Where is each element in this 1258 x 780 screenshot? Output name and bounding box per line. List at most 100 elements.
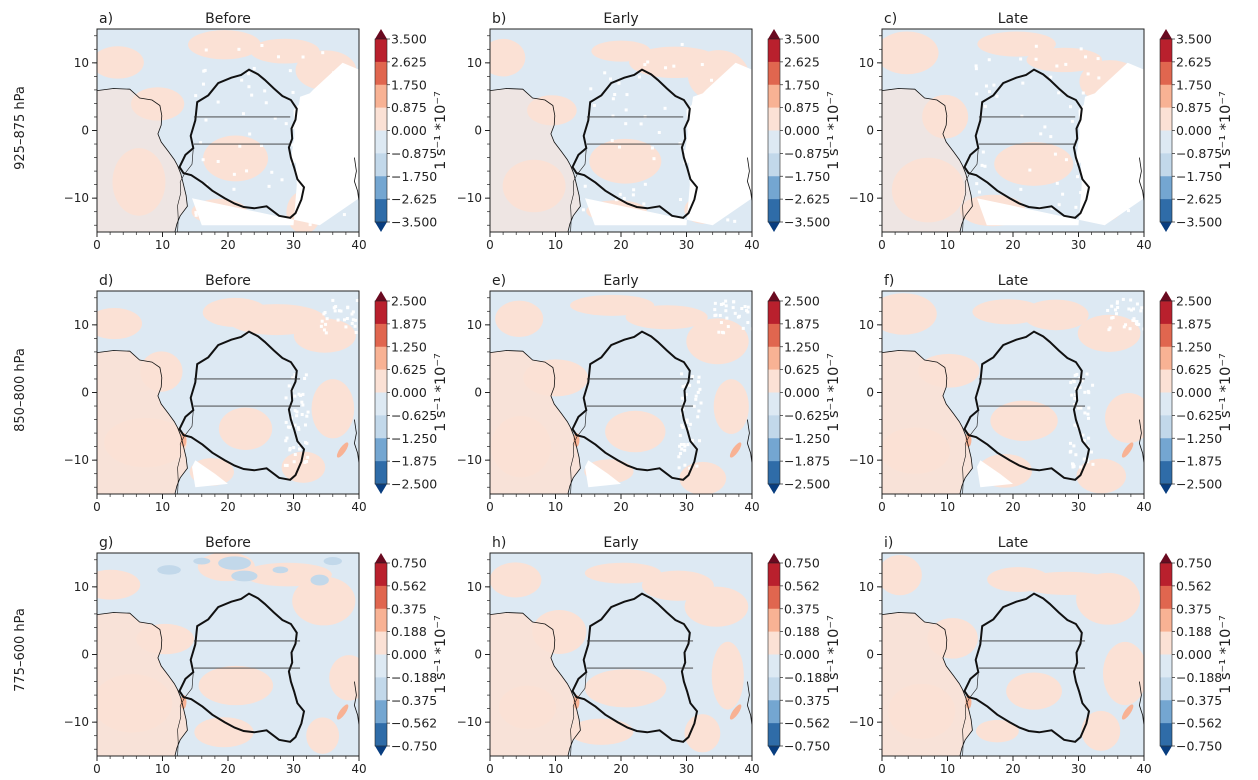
country-border	[962, 672, 979, 756]
masked-cell	[333, 309, 337, 313]
masked-cell	[719, 321, 723, 325]
masked-cell	[688, 422, 692, 426]
masked-cell	[617, 81, 621, 85]
y-tick-label: −10	[457, 715, 482, 729]
colorbar-label: 1 s⁻¹ *10⁻⁷	[433, 615, 449, 694]
negative-anomaly-patch	[218, 556, 251, 570]
masked-cell	[1078, 376, 1082, 380]
masked-cell	[980, 163, 984, 167]
masked-cell	[351, 310, 355, 314]
masked-cell	[344, 325, 348, 329]
masked-cell	[1110, 316, 1114, 320]
row-label: 925–875 hPa	[13, 86, 28, 170]
x-tick-label: 30	[1071, 762, 1086, 776]
colorbar-tick-label: −0.750	[1176, 739, 1222, 754]
masked-cell	[1079, 191, 1083, 195]
colorbar-segment	[1160, 153, 1172, 177]
positive-anomaly-patch	[679, 461, 727, 494]
colorbar-tick-label: 1.250	[1176, 339, 1212, 354]
colorbar-tick-label: −1.875	[784, 454, 830, 469]
masked-cell	[1134, 322, 1138, 326]
positive-anomaly-patch	[1077, 314, 1141, 352]
masked-cell	[295, 414, 299, 418]
colorbar-segment	[1160, 461, 1172, 485]
coastline	[490, 88, 581, 232]
colorbar-tick-label: 2.625	[391, 54, 427, 69]
map-panel: 0 10 20 30 40 10 0 −10 d) Before 2.500 1.875 1.250 0.…	[64, 273, 449, 514]
x-tick-label: 0	[878, 762, 886, 776]
masked-cell	[1069, 105, 1073, 109]
x-tick-label: 0	[93, 238, 101, 252]
colorbar-tick-label: −2.625	[1176, 192, 1222, 207]
masked-cell	[1057, 91, 1061, 95]
masked-cell	[1064, 62, 1068, 66]
colorbar-tick-label: 1.750	[391, 77, 427, 92]
colorbar-label: 1 s⁻¹ *10⁻⁷	[826, 91, 842, 170]
panel-title: Late	[998, 11, 1028, 27]
colorbar-tick-label: 0.000	[784, 647, 820, 662]
masked-cell	[724, 309, 728, 313]
masked-cell	[1072, 380, 1076, 384]
x-tick-label: 40	[1136, 762, 1151, 776]
masked-cell	[247, 72, 251, 76]
colorbar-extend-max	[375, 553, 387, 563]
x-tick-label: 40	[744, 238, 759, 252]
masked-cell	[713, 301, 717, 305]
colorbar-tick-label: −0.375	[784, 693, 830, 708]
masked-cell	[725, 153, 729, 157]
map-panel: 0 10 20 30 40 10 0 −10 h) Early 0.750 0.562 0.375 0.1…	[457, 535, 842, 776]
positive-anomaly-patch	[570, 294, 655, 316]
masked-cell	[1069, 449, 1073, 453]
colorbar-tick-label: −2.625	[391, 192, 437, 207]
masked-cell	[698, 387, 702, 391]
x-tick-label: 20	[613, 500, 628, 514]
colorbar-segment	[768, 153, 780, 177]
colorbar-segment	[375, 39, 387, 63]
colorbar-tick-label: 0.750	[391, 556, 427, 571]
masked-cell	[685, 420, 689, 424]
y-tick-label: 0	[81, 386, 89, 400]
masked-cell	[1129, 298, 1133, 302]
masked-cell	[342, 213, 346, 217]
masked-cell	[710, 78, 714, 82]
x-tick-label: 0	[486, 762, 494, 776]
colorbar-tick-label: 0.188	[784, 624, 820, 639]
masked-cell	[1073, 392, 1077, 396]
colorbar-tick-label: 1.875	[1176, 316, 1212, 331]
colorbar-tick-label: −0.562	[391, 716, 437, 731]
colorbar-segment	[375, 176, 387, 200]
masked-cell	[1123, 101, 1127, 105]
masked-cell	[1073, 423, 1077, 427]
masked-cell	[1124, 323, 1128, 327]
colorbar-segment	[1160, 631, 1172, 655]
positive-anomaly-patch	[987, 567, 1050, 592]
negative-anomaly-patch	[310, 574, 329, 586]
colorbar-segment	[768, 369, 780, 393]
colorbar-extend-min	[375, 746, 387, 756]
basin-outline	[963, 68, 1091, 219]
positive-anomaly-patch	[994, 142, 1074, 186]
masked-cell	[1073, 396, 1077, 400]
coastline	[1138, 681, 1144, 726]
masked-cell	[639, 122, 643, 126]
colorbar-tick-label: −0.625	[1176, 408, 1222, 423]
masked-cell	[697, 375, 701, 379]
colorbar-tick-label: −0.562	[1176, 716, 1222, 731]
masked-cell	[679, 442, 683, 446]
colorbar-segment	[768, 107, 780, 131]
masked-cell	[286, 425, 290, 429]
positive-anomaly-patch	[1006, 672, 1062, 710]
colorbar-extend-min	[1160, 746, 1172, 756]
masked-cell	[1135, 302, 1139, 306]
x-tick-label: 10	[548, 762, 563, 776]
masked-cell	[608, 77, 612, 81]
masked-cell	[1085, 372, 1089, 376]
masked-cell	[288, 447, 292, 451]
colorbar-segment	[1160, 107, 1172, 131]
masked-cell	[293, 423, 297, 427]
x-tick-label: 0	[878, 500, 886, 514]
masked-cell	[983, 104, 987, 108]
positive-anomaly-patch	[686, 318, 749, 365]
y-tick-label: 0	[81, 648, 89, 662]
colorbar-segment	[768, 608, 780, 632]
